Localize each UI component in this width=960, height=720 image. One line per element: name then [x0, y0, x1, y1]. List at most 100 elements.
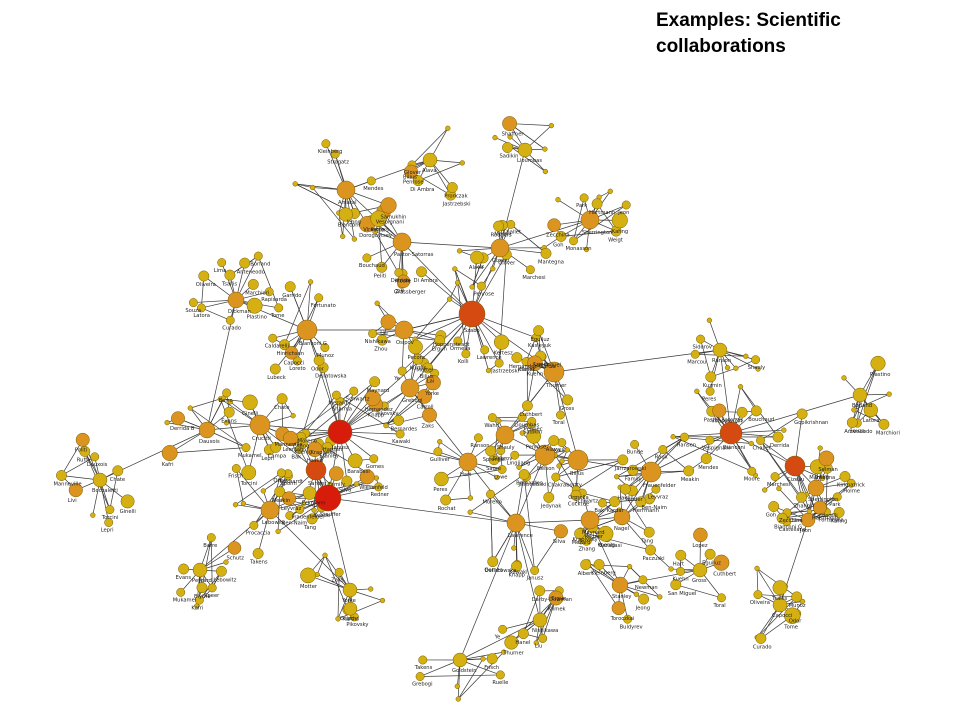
author-label: Samukhin [381, 214, 407, 220]
author-label: Anteneodo [844, 429, 872, 435]
author-node [540, 247, 552, 259]
author-node [284, 346, 299, 360]
author-node [807, 479, 825, 497]
author-node [776, 512, 788, 524]
author-label: Torcini [101, 515, 119, 521]
author-label: Lepri [261, 456, 274, 462]
author-node [526, 428, 542, 444]
collaboration-edge [760, 440, 802, 498]
author-label: Mukamel [173, 598, 197, 604]
slide-title-line-2: collaborations [656, 36, 786, 57]
author-node [368, 329, 378, 339]
author-label: Toral [552, 420, 565, 426]
author-node [196, 582, 208, 594]
author-label: Peyrard [192, 578, 212, 584]
author-label: Potters [371, 228, 390, 234]
author-node [496, 418, 502, 424]
author-label: Family [625, 476, 642, 482]
author-node [295, 505, 305, 514]
author-label: Family [328, 482, 345, 488]
author-label: Oliveira [196, 282, 216, 288]
collaboration-edge [401, 241, 473, 315]
author-label: Rapisarda [261, 297, 287, 303]
author-node [812, 500, 827, 515]
author-node [206, 533, 216, 543]
author-node [452, 652, 468, 668]
author-node [494, 474, 500, 481]
author-label: Castellano [779, 527, 806, 533]
author-node [579, 193, 589, 203]
author-node [870, 355, 886, 371]
author-label: Hansen [323, 447, 343, 453]
author-node [538, 634, 548, 643]
author-node [75, 432, 90, 447]
author-node [433, 447, 443, 457]
author-node [260, 500, 280, 520]
author-node [164, 419, 170, 426]
author-label: Chakrabortty [548, 482, 582, 488]
collaboration-edge [109, 470, 119, 510]
author-node [393, 414, 405, 426]
collaboration-edge [235, 472, 282, 505]
author-node [300, 567, 316, 584]
collaboration-edge [327, 497, 517, 524]
author-node [492, 134, 498, 141]
collaboration-edge [449, 282, 458, 300]
author-node [799, 598, 806, 605]
author-node [422, 407, 437, 423]
author-label: Barre [219, 398, 233, 404]
author-label: Tome [270, 313, 285, 319]
author-label: Hernandez [365, 407, 393, 413]
author-label: Oliveira [750, 600, 770, 606]
author-label: Ginelli [120, 509, 136, 515]
collaboration-edge [299, 381, 375, 444]
author-label: Marchesi [522, 275, 545, 281]
author-node [374, 300, 380, 306]
author-label: Mendes [363, 186, 383, 192]
author-label: Sharma [332, 407, 352, 413]
author-node [227, 399, 233, 405]
author-node [198, 421, 216, 439]
author-label: Capocci [772, 613, 792, 619]
author-node [504, 635, 519, 650]
author-node [818, 450, 835, 467]
author-label: Caldarelli [814, 513, 838, 519]
author-node [886, 391, 892, 397]
author-node [580, 210, 600, 230]
author-node [627, 464, 639, 476]
author-node [495, 670, 505, 680]
collaboration-edge [515, 522, 541, 621]
author-label: Latora [863, 418, 880, 424]
author-node [487, 413, 497, 423]
author-node [543, 491, 555, 503]
author-label: Nishikawa [532, 628, 558, 634]
author-label: Kuehn [673, 577, 689, 583]
author-label: Silva [339, 487, 351, 493]
author-node [364, 390, 381, 407]
author-label: Dorogovtsev [359, 233, 392, 239]
author-label: Redner [585, 534, 604, 540]
author-label: Strogatz [327, 159, 349, 165]
author-node [274, 303, 284, 313]
author-node [473, 433, 483, 443]
collaboration-edge [441, 469, 503, 480]
author-label: Hinrichsen [277, 351, 305, 357]
author-node [290, 413, 296, 419]
author-node [192, 562, 208, 578]
author-node [347, 453, 363, 469]
collaboration-edge [757, 594, 797, 598]
author-label: Herrmann [633, 508, 659, 514]
author-node [461, 349, 471, 359]
author-label: Penrose [403, 179, 424, 185]
collaboration-edge [269, 509, 351, 591]
author-node [370, 210, 387, 227]
author-node [762, 487, 768, 493]
author-label: Dickman [228, 309, 251, 315]
author-label: Lux [475, 264, 484, 270]
collaboration-edge [561, 230, 617, 237]
collaboration-edge [596, 203, 617, 232]
author-node [454, 280, 461, 286]
author-node [296, 319, 318, 341]
author-label: Takens [249, 560, 268, 566]
author-node [772, 597, 788, 613]
